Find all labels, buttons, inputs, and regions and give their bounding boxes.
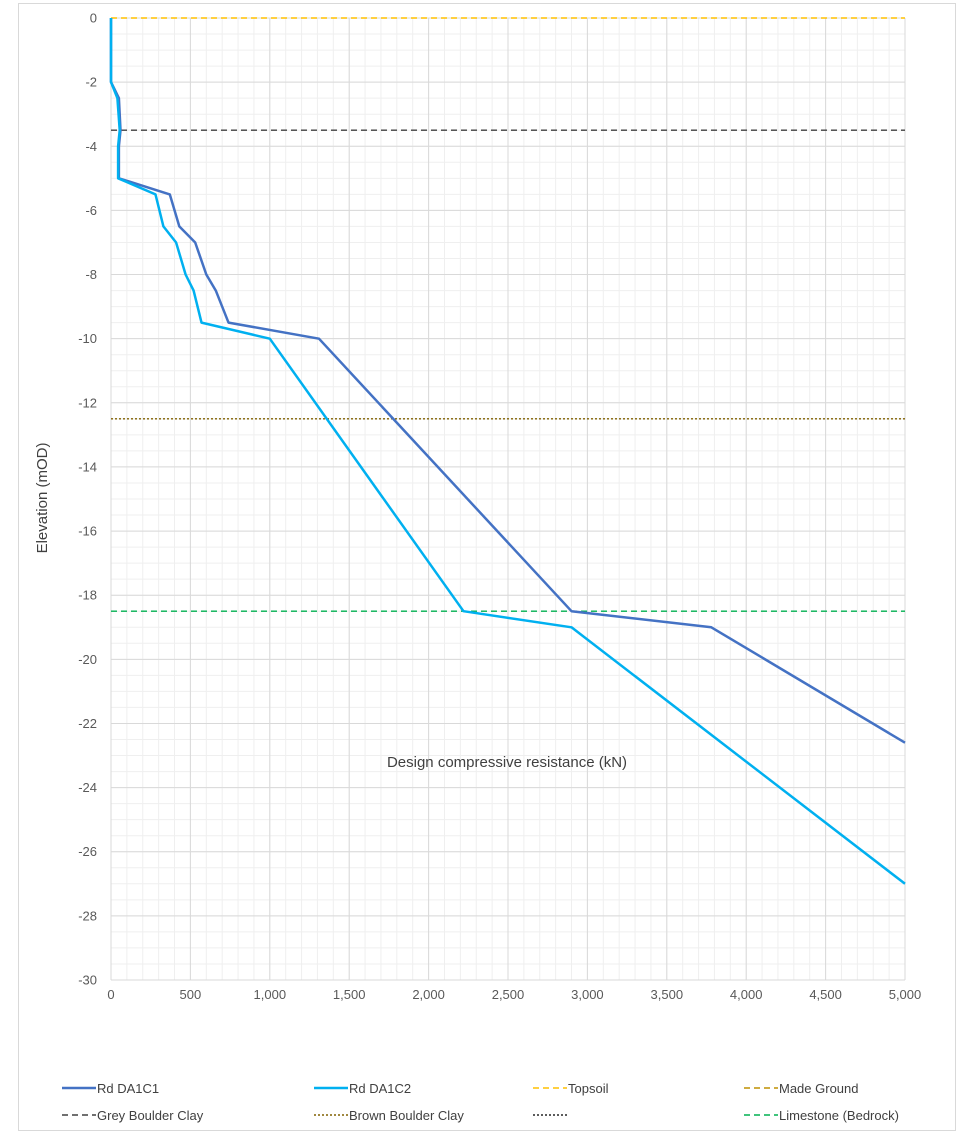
legend-label: Limestone (Bedrock) bbox=[779, 1108, 899, 1123]
y-tick-label: -18 bbox=[78, 588, 97, 603]
x-tick-label: 3,000 bbox=[571, 987, 604, 1002]
y-tick-label: -4 bbox=[85, 139, 97, 154]
y-tick-label: -20 bbox=[78, 652, 97, 667]
y-tick-label: -22 bbox=[78, 716, 97, 731]
legend: Rd DA1C1 Rd DA1C2 Topsoil Made Ground Grey B… bbox=[62, 1081, 899, 1123]
x-tick-label: 5,000 bbox=[889, 987, 922, 1002]
y-tick-label: -24 bbox=[78, 780, 97, 795]
y-tick-label: -10 bbox=[78, 331, 97, 346]
y-tick-label: -6 bbox=[85, 203, 97, 218]
x-axis-title: Design compressive resistance (kN) bbox=[387, 754, 627, 771]
y-tick-label: -28 bbox=[78, 908, 97, 923]
series-lines bbox=[109, 17, 906, 885]
y-tick-label: -16 bbox=[78, 524, 97, 539]
x-tick-label: 3,500 bbox=[651, 987, 684, 1002]
y-tick-label: -26 bbox=[78, 844, 97, 859]
legend-label: Topsoil bbox=[568, 1081, 609, 1096]
x-tick-label: 4,500 bbox=[809, 987, 842, 1002]
series-line bbox=[109, 18, 906, 885]
x-tick-label: 500 bbox=[180, 987, 202, 1002]
legend-label: Rd DA1C2 bbox=[349, 1081, 411, 1096]
y-tick-label: 0 bbox=[90, 11, 97, 26]
x-tick-label: 2,500 bbox=[492, 987, 525, 1002]
x-tick-label: 1,000 bbox=[254, 987, 287, 1002]
y-tick-label: -8 bbox=[85, 267, 97, 282]
major-gridlines bbox=[110, 17, 906, 981]
y-axis-title: Elevation (mOD) bbox=[34, 443, 51, 554]
legend-label: Grey Boulder Clay bbox=[97, 1108, 204, 1123]
y-tick-label: -2 bbox=[85, 75, 97, 90]
y-tick-label: -30 bbox=[78, 973, 97, 988]
y-tick-label: -14 bbox=[78, 459, 97, 474]
legend-label: Brown Boulder Clay bbox=[349, 1108, 464, 1123]
x-tick-label: 2,000 bbox=[412, 987, 445, 1002]
y-tick-labels: 0 -2 -4 -6 -8 -10 -12 -14 -16 -18 -20 -22 -24 -26 -28 -… bbox=[78, 11, 97, 988]
legend-label: Made Ground bbox=[779, 1081, 859, 1096]
legend-label: Rd DA1C1 bbox=[97, 1081, 159, 1096]
x-tick-label: 4,000 bbox=[730, 987, 763, 1002]
x-tick-label: 0 bbox=[107, 987, 114, 1002]
x-tick-labels: 0 500 1,000 1,500 2,000 2,500 3,000 3,500 4,000 4… bbox=[107, 987, 921, 1002]
y-tick-label: -12 bbox=[78, 395, 97, 410]
x-tick-label: 1,500 bbox=[333, 987, 366, 1002]
